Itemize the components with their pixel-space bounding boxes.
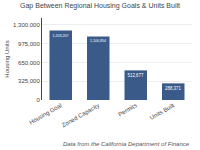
svg-text:Data from the California Depar: Data from the California Department of F… [63, 141, 190, 147]
svg-text:1,100,954: 1,100,954 [90, 39, 106, 43]
svg-text:1,300,000: 1,300,000 [13, 22, 40, 28]
svg-text:0: 0 [36, 97, 40, 103]
svg-text:Housing Units: Housing Units [4, 40, 10, 77]
svg-text:512,677: 512,677 [128, 73, 144, 78]
svg-text:975,000: 975,000 [18, 41, 40, 47]
svg-text:650,000: 650,000 [18, 60, 40, 66]
svg-text:Units Built: Units Built [149, 102, 176, 121]
svg-text:288,371: 288,371 [165, 86, 181, 91]
svg-text:Housing Goal: Housing Goal [28, 102, 62, 125]
svg-text:1,203,207: 1,203,207 [53, 34, 69, 38]
svg-text:Gap Between Regional Housing G: Gap Between Regional Housing Goals & Uni… [20, 2, 180, 10]
svg-text:Permits: Permits [117, 102, 138, 117]
svg-text:Zoned Capacity: Zoned Capacity [61, 102, 100, 128]
svg-text:325,000: 325,000 [18, 78, 40, 84]
